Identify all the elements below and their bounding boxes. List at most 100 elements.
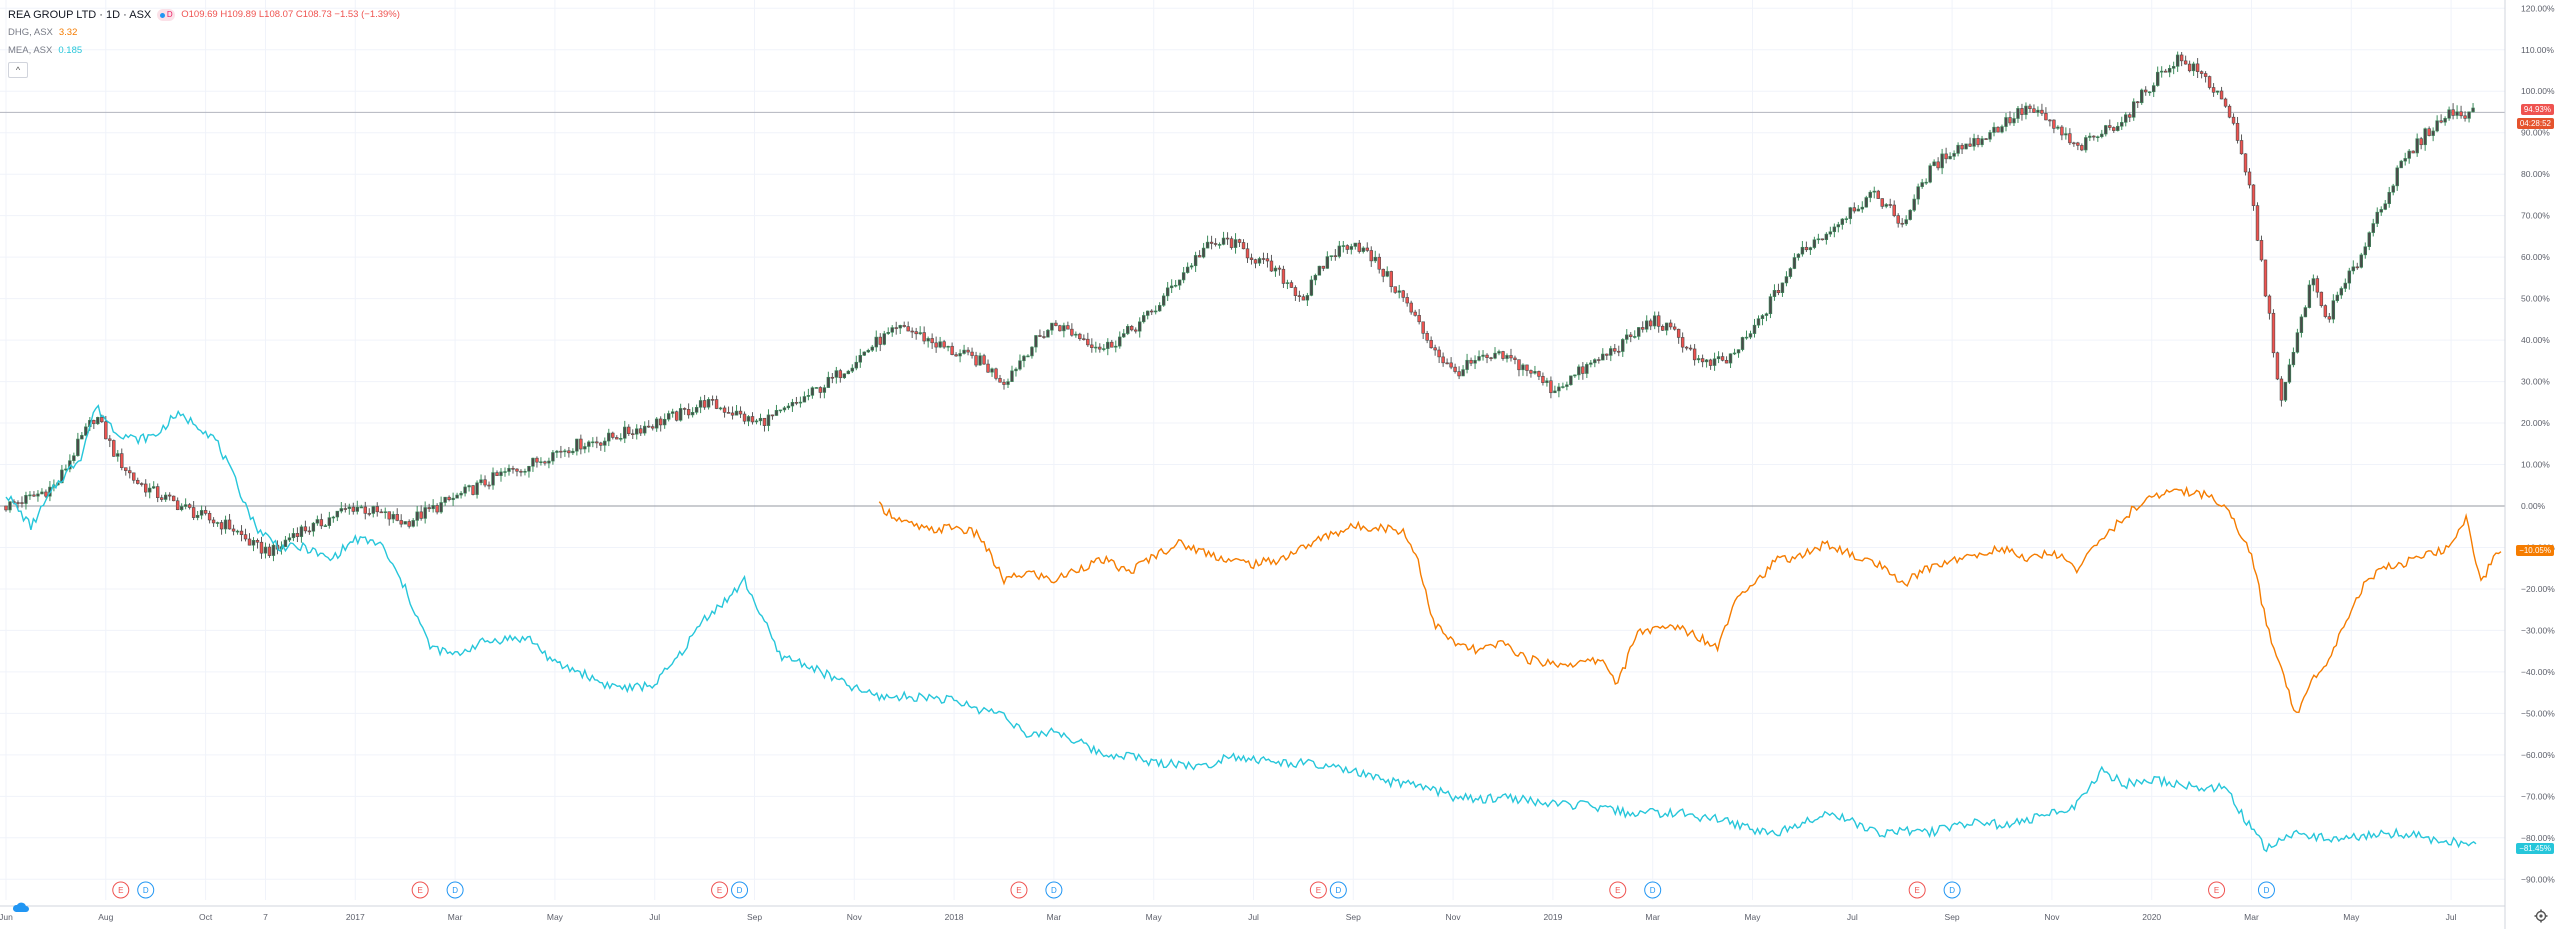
candle-body	[271, 544, 276, 556]
earnings-event-marker[interactable]: E	[2208, 881, 2226, 899]
candle-body	[842, 373, 847, 379]
candle-body	[746, 416, 751, 422]
candle-body	[1337, 245, 1342, 257]
earnings-event-marker[interactable]: E	[711, 881, 729, 899]
candle-body	[1193, 255, 1198, 267]
candle-body	[1744, 336, 1749, 339]
candle-body	[1225, 237, 1230, 240]
dividend-event-marker[interactable]: D	[1329, 881, 1347, 899]
candle-body	[60, 469, 64, 484]
candle-body	[2096, 136, 2100, 139]
candle-body	[339, 508, 344, 512]
candle-body	[1393, 286, 1397, 293]
candle-body	[28, 494, 32, 497]
candle-body	[1621, 339, 1625, 352]
candle-body	[1309, 279, 1314, 296]
dividend-event-marker[interactable]: D	[137, 881, 155, 899]
legend-dhg-row[interactable]: DHG, ASX 3.32	[8, 24, 400, 42]
symbol-title[interactable]: REA GROUP LTD · 1D · ASX	[8, 9, 152, 21]
candle-body	[2120, 122, 2124, 127]
candle-body	[1768, 296, 1773, 315]
candle-body	[2000, 126, 2004, 133]
candle-body	[1609, 348, 1613, 356]
candle-body	[1976, 138, 1980, 146]
collapse-legend-button[interactable]: ^	[8, 62, 28, 78]
y-tick-label: 30.00%	[2521, 377, 2550, 387]
candle-body	[2104, 125, 2108, 135]
earnings-event-marker[interactable]: E	[1908, 881, 1926, 899]
candle-body	[1525, 364, 1529, 371]
candle-body	[128, 470, 132, 474]
x-tick-label: Jul	[1847, 912, 1858, 922]
candle-body	[2295, 332, 2300, 353]
candle-body	[331, 516, 336, 519]
candle-body	[1652, 315, 1657, 327]
candle-body	[1066, 325, 1070, 330]
candle-body	[423, 507, 427, 519]
candle-body	[1285, 282, 1290, 284]
candle-body	[1549, 380, 1553, 394]
x-tick-label: Jul	[649, 912, 660, 922]
dividend-event-marker[interactable]: D	[1943, 881, 1961, 899]
dividend-event-marker[interactable]: D	[1045, 881, 1063, 899]
candle-body	[148, 487, 152, 493]
dividend-event-marker[interactable]: D	[731, 881, 749, 899]
status-dot-icon	[159, 12, 165, 18]
earnings-event-marker[interactable]: E	[1609, 881, 1627, 899]
candle-body	[2207, 76, 2212, 88]
candle-body	[706, 399, 711, 408]
candle-body	[415, 511, 419, 521]
candle-body	[2108, 125, 2112, 128]
earnings-event-marker[interactable]: E	[112, 881, 130, 899]
candle-body	[555, 450, 559, 453]
candle-body	[1373, 256, 1377, 262]
last-price-tag: 94.93%	[2520, 104, 2554, 115]
candle-body	[1844, 218, 1849, 220]
candle-body	[2379, 209, 2383, 213]
candle-body	[1832, 226, 1837, 233]
candle-series	[4, 51, 2475, 562]
candle-body	[1792, 257, 1797, 269]
candle-body	[1273, 267, 1278, 272]
dividend-event-marker[interactable]: D	[446, 881, 464, 899]
candle-body	[2088, 135, 2092, 138]
event-letter: E	[2214, 886, 2219, 895]
candle-body	[187, 504, 192, 508]
earnings-event-marker[interactable]: E	[1010, 881, 1028, 899]
candle-body	[1816, 238, 1821, 241]
earnings-event-marker[interactable]: E	[1309, 881, 1327, 899]
candle-body	[591, 441, 595, 444]
candle-body	[770, 414, 775, 417]
dividend-event-marker[interactable]: D	[1644, 881, 1662, 899]
y-tick-label: 70.00%	[2521, 211, 2550, 221]
y-tick-label: 20.00%	[2521, 418, 2550, 428]
candle-body	[814, 387, 819, 389]
earnings-event-marker[interactable]: E	[411, 881, 429, 899]
candle-body	[1173, 284, 1178, 287]
dividend-event-marker[interactable]: D	[2257, 881, 2275, 899]
cloud-icon[interactable]	[12, 901, 30, 913]
candle-body	[563, 450, 567, 453]
candle-body	[994, 368, 998, 379]
candle-body	[291, 533, 296, 539]
candle-body	[670, 411, 675, 414]
x-tick-label: Mar	[1047, 912, 1062, 922]
gear-icon[interactable]	[2534, 909, 2548, 923]
candle-body	[615, 437, 619, 440]
candle-body	[183, 504, 188, 507]
candle-body	[1074, 333, 1078, 336]
candle-body	[818, 387, 823, 393]
candle-body	[24, 495, 28, 504]
candle-body	[754, 420, 759, 423]
candle-body	[140, 483, 144, 485]
candle-body	[1281, 268, 1286, 284]
candle-body	[435, 505, 439, 513]
candle-body	[2016, 108, 2020, 119]
candle-body	[2048, 119, 2052, 122]
legend-mea-row[interactable]: MEA, ASX 0.185	[8, 42, 400, 60]
candle-body	[2227, 105, 2232, 118]
data-source-badge[interactable]: D	[157, 9, 176, 21]
candle-body	[2427, 128, 2431, 136]
